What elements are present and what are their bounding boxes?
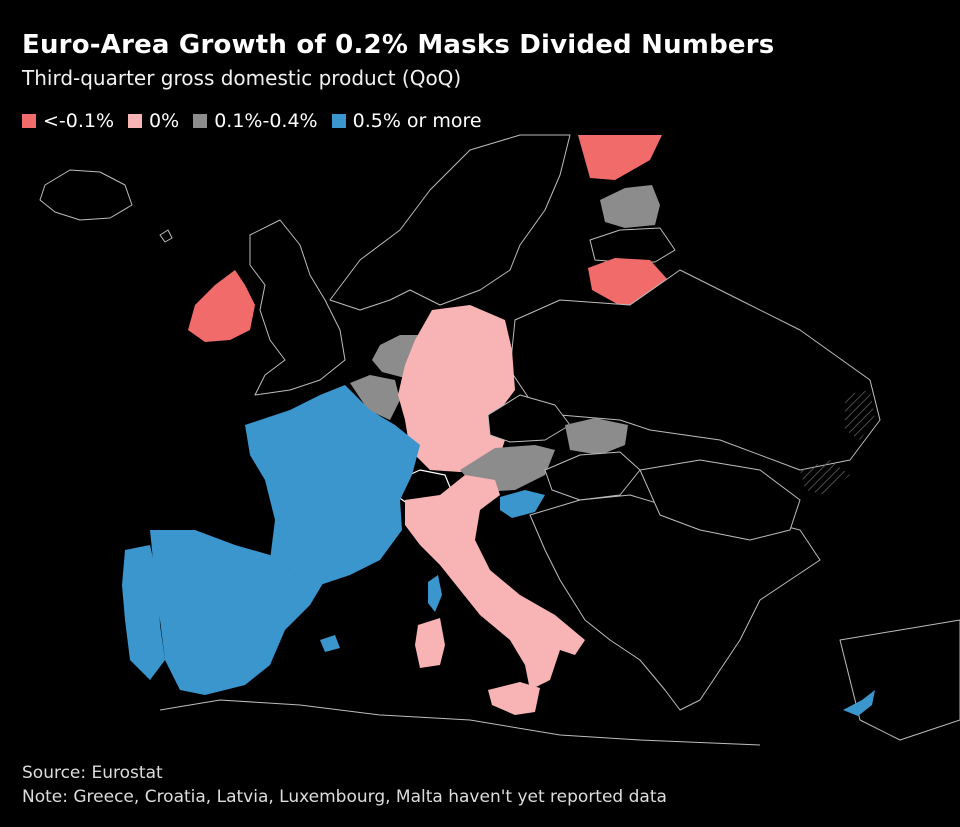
region-finland — [578, 135, 662, 180]
legend-swatch-strong — [331, 114, 346, 128]
chart-title: Euro-Area Growth of 0.2% Masks Divided N… — [22, 30, 775, 60]
region-germany — [398, 305, 515, 472]
region-italy — [405, 475, 585, 690]
region-czechia — [487, 394, 571, 443]
region-hatched-east — [845, 390, 875, 440]
legend-label-negative: <-0.1% — [43, 110, 115, 132]
region-slovakia — [565, 418, 628, 455]
region-hungary — [544, 451, 641, 501]
source-note: Source: Eurostat — [22, 763, 163, 783]
region-belgium — [350, 375, 400, 420]
region-balearic — [320, 635, 340, 652]
legend-label-zero: 0% — [149, 110, 180, 132]
region-iceland — [39, 169, 133, 221]
legend-swatch-moderate — [193, 114, 208, 128]
region-sicily — [488, 682, 540, 715]
legend-item-moderate: 0.1%-0.4% — [193, 110, 318, 132]
region-cyprus — [843, 690, 875, 716]
region-scandinavia — [329, 134, 571, 311]
chart-subtitle: Third-quarter gross domestic product (Qo… — [22, 66, 462, 90]
region-latvia — [589, 227, 676, 263]
region-france — [245, 385, 420, 585]
legend-swatch-negative — [22, 114, 36, 128]
region-slovenia — [500, 490, 545, 518]
legend-item-strong: 0.5% or more — [331, 110, 482, 132]
europe-map — [39, 134, 960, 746]
region-great-britain — [249, 219, 346, 396]
region-eastern-europe — [509, 269, 881, 471]
region-portugal — [122, 545, 165, 680]
region-sardinia — [415, 618, 445, 668]
legend-label-strong: 0.5% or more — [352, 110, 482, 132]
region-estonia — [600, 185, 660, 228]
region-north-africa — [159, 699, 761, 746]
region-turkey — [839, 619, 960, 741]
legend-swatch-zero — [128, 114, 143, 128]
region-ireland — [188, 270, 255, 342]
region-hatched-crimea — [800, 460, 850, 495]
footnote: Note: Greece, Croatia, Latvia, Luxembour… — [22, 787, 667, 807]
legend-label-moderate: 0.1%-0.4% — [214, 110, 318, 132]
region-spain — [150, 530, 325, 695]
legend-item-negative: <-0.1% — [22, 110, 114, 132]
region-romania — [639, 459, 801, 541]
region-corsica — [428, 575, 442, 612]
legend: <-0.1% 0% 0.1%-0.4% 0.5% or more — [22, 110, 482, 132]
legend-item-zero: 0% — [128, 110, 179, 132]
region-faroe — [159, 229, 173, 243]
